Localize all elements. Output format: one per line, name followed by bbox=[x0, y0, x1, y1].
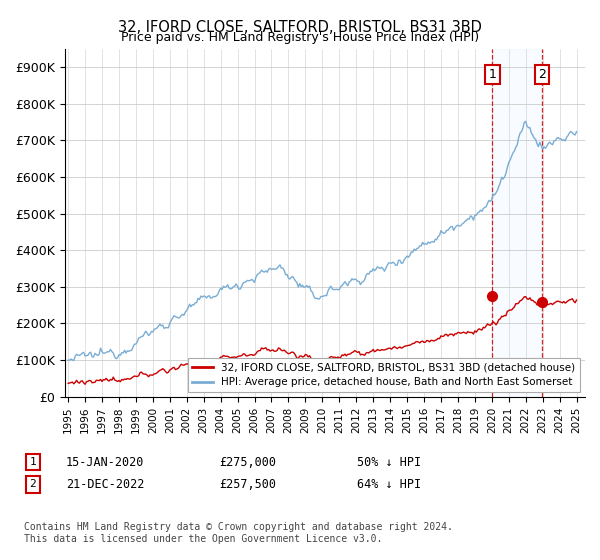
Text: 21-DEC-2022: 21-DEC-2022 bbox=[66, 478, 145, 491]
Text: 1: 1 bbox=[29, 457, 37, 467]
Text: 64% ↓ HPI: 64% ↓ HPI bbox=[357, 478, 421, 491]
Text: Price paid vs. HM Land Registry's House Price Index (HPI): Price paid vs. HM Land Registry's House … bbox=[121, 31, 479, 44]
Bar bbox=[493, 49, 542, 397]
Text: 2: 2 bbox=[538, 68, 546, 81]
Text: Contains HM Land Registry data © Crown copyright and database right 2024.
This d: Contains HM Land Registry data © Crown c… bbox=[24, 522, 453, 544]
Text: 32, IFORD CLOSE, SALTFORD, BRISTOL, BS31 3BD: 32, IFORD CLOSE, SALTFORD, BRISTOL, BS31… bbox=[118, 20, 482, 35]
Text: 50% ↓ HPI: 50% ↓ HPI bbox=[357, 455, 421, 469]
Legend: 32, IFORD CLOSE, SALTFORD, BRISTOL, BS31 3BD (detached house), HPI: Average pric: 32, IFORD CLOSE, SALTFORD, BRISTOL, BS31… bbox=[188, 358, 580, 391]
Text: £257,500: £257,500 bbox=[219, 478, 276, 491]
Text: 2: 2 bbox=[29, 479, 37, 489]
Text: £275,000: £275,000 bbox=[219, 455, 276, 469]
Text: 1: 1 bbox=[488, 68, 496, 81]
Text: 15-JAN-2020: 15-JAN-2020 bbox=[66, 455, 145, 469]
